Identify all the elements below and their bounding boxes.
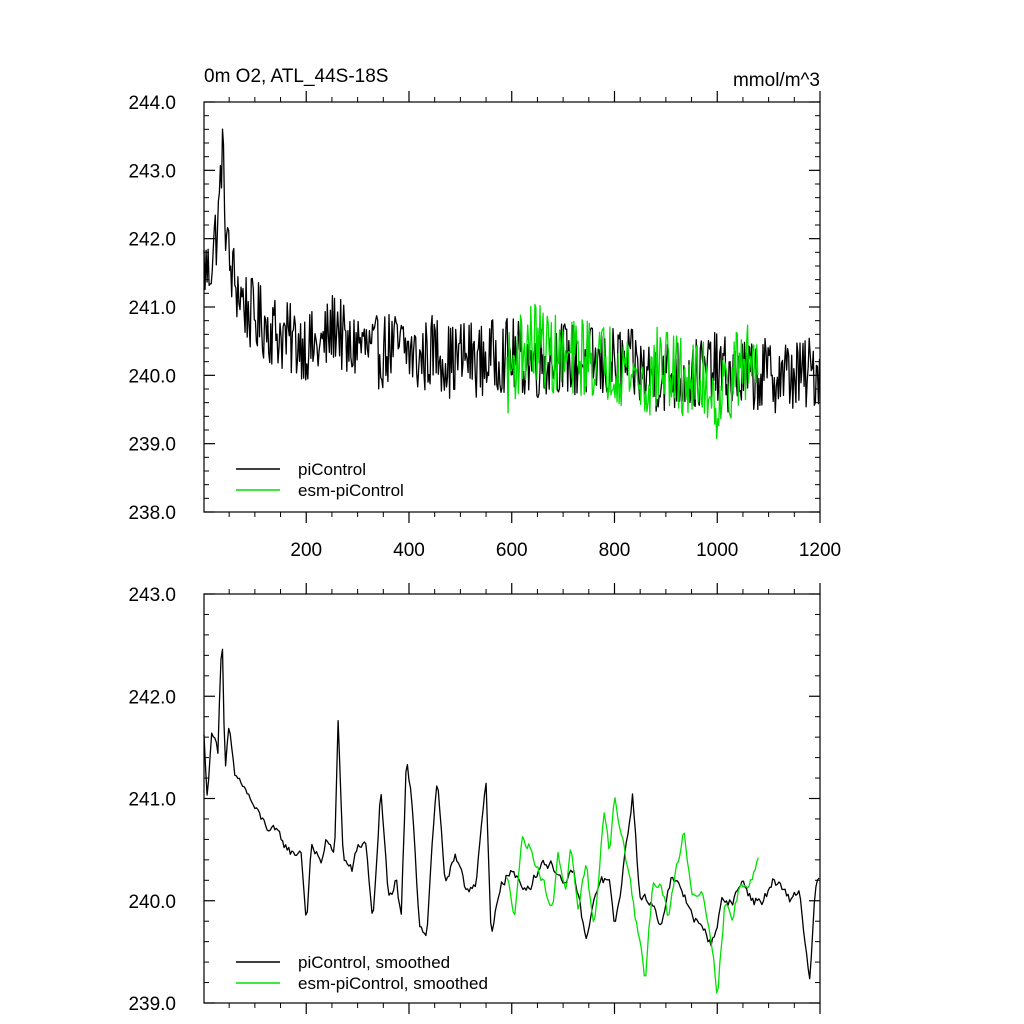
legend-label-esm-picontrol-smoothed: esm-piControl, smoothed [298,974,488,993]
x-tick-label: 400 [393,540,425,561]
x-tick-label: 200 [290,540,322,561]
series-line-esm-picontrol-smoothed [506,797,759,994]
x-tick-label: 800 [599,540,631,561]
panel-top-title: 0m O2, ATL_44S-18S [204,66,388,87]
legend-label-picontrol: piControl [298,460,366,479]
x-tick-label: 1200 [799,540,841,561]
panel-top: 0m O2, ATL_44S-18S mmol/m^3 238.0 239.0 24… [128,66,841,561]
series-line-esm-picontrol [506,303,759,440]
y-tick-label: 241.0 [128,790,176,811]
y-tick-label: 243.0 [128,585,176,606]
series-line-picontrol-smoothed [203,648,820,980]
y-tick-label: 243.0 [128,161,176,182]
legend-label-esm-picontrol: esm-piControl [298,481,404,500]
series-line-picontrol [203,128,821,414]
panel-bottom-legend: piControl, smoothed esm-piControl, smoot… [236,953,488,993]
y-tick-label: 239.0 [128,994,176,1015]
panel-bottom-plot-area: 239.0 240.0 241.0 242.0 243.0 [128,583,821,1015]
y-tick-label: 244.0 [128,93,176,114]
y-tick-label: 242.0 [128,230,176,251]
legend-label-picontrol-smoothed: piControl, smoothed [298,953,450,972]
plot-frame [203,101,821,513]
panel-top-legend: piControl esm-piControl [236,460,404,500]
y-tick-label: 238.0 [128,503,176,524]
y-tick-label: 241.0 [128,298,176,319]
y-tick-label: 242.0 [128,687,176,708]
panel-top-units: mmol/m^3 [733,70,820,91]
y-tick-label: 239.0 [128,435,176,456]
plot-frame [203,593,821,1004]
panel-top-plot-area: 238.0 239.0 240.0 241.0 242.0 243.0 244.0 200 40… [128,91,841,561]
y-tick-label: 240.0 [128,892,176,913]
panel-bottom: 239.0 240.0 241.0 242.0 243.0 piControl, smo… [128,583,821,1015]
x-tick-label: 600 [496,540,528,561]
x-tick-label: 1000 [696,540,738,561]
y-tick-label: 240.0 [128,366,176,387]
